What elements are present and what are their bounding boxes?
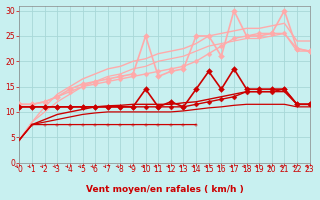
X-axis label: Vent moyen/en rafales ( km/h ): Vent moyen/en rafales ( km/h ) [86, 185, 244, 194]
